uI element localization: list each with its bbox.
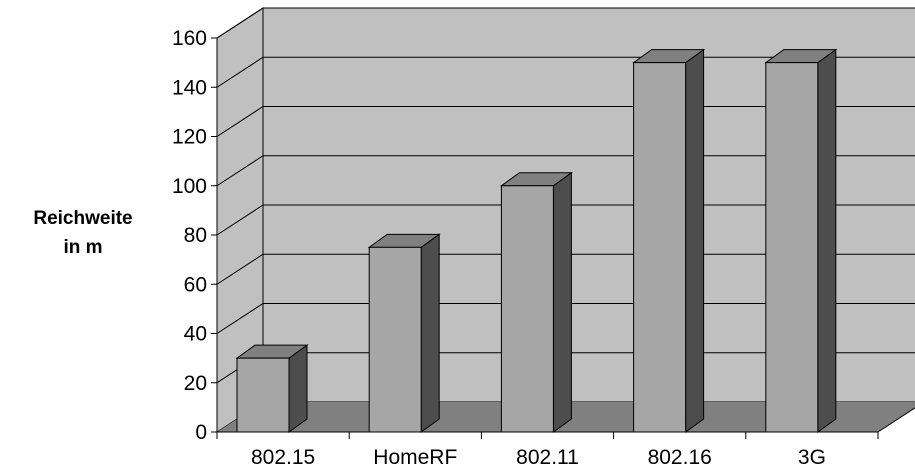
bar-side — [817, 48, 837, 433]
y-tick-labels: 0 20 40 60 80 100 120 140 160 — [172, 27, 207, 444]
y-axis-label: Reichweite in m — [14, 204, 152, 262]
bar — [235, 344, 309, 433]
x-tick-labels: 802.15 HomeRF 802.11 802.16 3G — [251, 446, 826, 469]
bar-front — [368, 246, 422, 433]
y-tick-label: 40 — [184, 323, 207, 346]
gridline — [216, 7, 915, 39]
bar — [499, 171, 573, 433]
x-tick-label: 802.16 — [648, 446, 712, 469]
y-tick-label: 140 — [172, 76, 207, 99]
bar-side — [420, 233, 440, 433]
bar — [632, 48, 706, 433]
bar-side — [552, 171, 572, 433]
bar — [764, 48, 838, 433]
y-axis-label-line-1: Reichweite — [33, 208, 133, 229]
bar-front — [236, 357, 290, 433]
x-tick-label: 802.11 — [516, 446, 579, 469]
bar — [367, 233, 441, 433]
y-tick-label: 0 — [195, 421, 207, 444]
y-tick-label: 120 — [172, 126, 207, 149]
x-tick-label: HomeRF — [373, 446, 457, 469]
bars — [235, 48, 838, 433]
bar-side — [685, 48, 705, 433]
x-axis-depth-line — [877, 407, 915, 433]
x-tick-label: 802.15 — [251, 446, 315, 469]
bar-front — [765, 62, 819, 433]
y-tick-label: 20 — [184, 372, 207, 395]
bar-front — [500, 185, 554, 433]
y-tick-label: 60 — [184, 273, 207, 296]
y-tick-label: 80 — [184, 224, 207, 247]
y-axis-label-line-2: in m — [63, 237, 103, 258]
x-tick-label: 3G — [798, 446, 826, 469]
y-tick-label: 160 — [172, 27, 207, 50]
bar-front — [633, 62, 687, 433]
y-tick-label: 100 — [172, 175, 207, 198]
bar-side — [288, 344, 308, 433]
